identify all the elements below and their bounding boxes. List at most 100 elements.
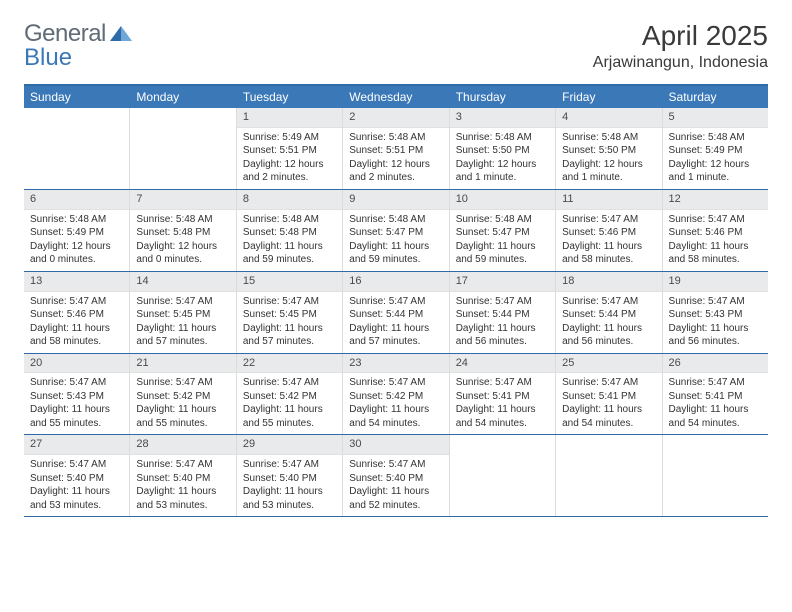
week-row: 1Sunrise: 5:49 AMSunset: 5:51 PMDaylight… bbox=[24, 108, 768, 190]
day-cell: 26Sunrise: 5:47 AMSunset: 5:41 PMDayligh… bbox=[663, 354, 768, 435]
day-body: Sunrise: 5:47 AMSunset: 5:46 PMDaylight:… bbox=[663, 210, 768, 271]
day-body: Sunrise: 5:47 AMSunset: 5:40 PMDaylight:… bbox=[237, 455, 342, 516]
sunrise-text: Sunrise: 5:47 AM bbox=[456, 295, 549, 309]
day-number: 12 bbox=[663, 190, 768, 210]
daylight-text: Daylight: 11 hours and 59 minutes. bbox=[456, 240, 549, 267]
day-body: Sunrise: 5:48 AMSunset: 5:49 PMDaylight:… bbox=[24, 210, 129, 271]
sunset-text: Sunset: 5:42 PM bbox=[136, 390, 229, 404]
sunset-text: Sunset: 5:47 PM bbox=[349, 226, 442, 240]
day-number: 19 bbox=[663, 272, 768, 292]
weekday-header: Sunday bbox=[24, 86, 130, 108]
day-number: 4 bbox=[556, 108, 661, 128]
location-label: Arjawinangun, Indonesia bbox=[593, 54, 768, 72]
day-cell: 16Sunrise: 5:47 AMSunset: 5:44 PMDayligh… bbox=[343, 272, 449, 353]
daylight-text: Daylight: 11 hours and 54 minutes. bbox=[456, 403, 549, 430]
sunrise-text: Sunrise: 5:48 AM bbox=[136, 213, 229, 227]
day-body: Sunrise: 5:47 AMSunset: 5:40 PMDaylight:… bbox=[343, 455, 448, 516]
page-header: General April 2025 Arjawinangun, Indones… bbox=[24, 20, 768, 72]
day-number: 11 bbox=[556, 190, 661, 210]
day-cell: 12Sunrise: 5:47 AMSunset: 5:46 PMDayligh… bbox=[663, 190, 768, 271]
daylight-text: Daylight: 11 hours and 55 minutes. bbox=[243, 403, 336, 430]
sunset-text: Sunset: 5:44 PM bbox=[562, 308, 655, 322]
day-cell: 11Sunrise: 5:47 AMSunset: 5:46 PMDayligh… bbox=[556, 190, 662, 271]
day-body: Sunrise: 5:47 AMSunset: 5:44 PMDaylight:… bbox=[450, 292, 555, 353]
day-cell bbox=[130, 108, 236, 189]
day-number: 5 bbox=[663, 108, 768, 128]
day-number: 16 bbox=[343, 272, 448, 292]
sunrise-text: Sunrise: 5:48 AM bbox=[456, 131, 549, 145]
month-title: April 2025 bbox=[593, 20, 768, 52]
day-number: 8 bbox=[237, 190, 342, 210]
sunrise-text: Sunrise: 5:48 AM bbox=[562, 131, 655, 145]
week-row: 27Sunrise: 5:47 AMSunset: 5:40 PMDayligh… bbox=[24, 435, 768, 517]
day-number: 7 bbox=[130, 190, 235, 210]
day-body: Sunrise: 5:48 AMSunset: 5:49 PMDaylight:… bbox=[663, 128, 768, 189]
day-body: Sunrise: 5:47 AMSunset: 5:41 PMDaylight:… bbox=[663, 373, 768, 434]
day-number: 21 bbox=[130, 354, 235, 374]
weekday-header: Tuesday bbox=[237, 86, 343, 108]
sunset-text: Sunset: 5:41 PM bbox=[562, 390, 655, 404]
sunrise-text: Sunrise: 5:47 AM bbox=[349, 458, 442, 472]
day-body: Sunrise: 5:47 AMSunset: 5:45 PMDaylight:… bbox=[130, 292, 235, 353]
day-number: 22 bbox=[237, 354, 342, 374]
sunset-text: Sunset: 5:41 PM bbox=[669, 390, 762, 404]
day-cell: 3Sunrise: 5:48 AMSunset: 5:50 PMDaylight… bbox=[450, 108, 556, 189]
calendar-page: General April 2025 Arjawinangun, Indones… bbox=[0, 0, 792, 537]
daylight-text: Daylight: 11 hours and 55 minutes. bbox=[30, 403, 123, 430]
sunrise-text: Sunrise: 5:47 AM bbox=[136, 376, 229, 390]
week-row: 13Sunrise: 5:47 AMSunset: 5:46 PMDayligh… bbox=[24, 272, 768, 354]
day-cell: 27Sunrise: 5:47 AMSunset: 5:40 PMDayligh… bbox=[24, 435, 130, 516]
day-body: Sunrise: 5:47 AMSunset: 5:40 PMDaylight:… bbox=[24, 455, 129, 516]
sunrise-text: Sunrise: 5:48 AM bbox=[349, 131, 442, 145]
logo-mark-icon bbox=[110, 20, 132, 48]
calendar-grid: Sunday Monday Tuesday Wednesday Thursday… bbox=[24, 84, 768, 517]
day-body: Sunrise: 5:47 AMSunset: 5:44 PMDaylight:… bbox=[556, 292, 661, 353]
day-cell: 6Sunrise: 5:48 AMSunset: 5:49 PMDaylight… bbox=[24, 190, 130, 271]
sunset-text: Sunset: 5:51 PM bbox=[243, 144, 336, 158]
sunset-text: Sunset: 5:45 PM bbox=[243, 308, 336, 322]
daylight-text: Daylight: 11 hours and 56 minutes. bbox=[456, 322, 549, 349]
daylight-text: Daylight: 11 hours and 57 minutes. bbox=[349, 322, 442, 349]
sunrise-text: Sunrise: 5:47 AM bbox=[136, 458, 229, 472]
day-number: 14 bbox=[130, 272, 235, 292]
sunset-text: Sunset: 5:49 PM bbox=[30, 226, 123, 240]
sunrise-text: Sunrise: 5:47 AM bbox=[456, 376, 549, 390]
day-cell: 2Sunrise: 5:48 AMSunset: 5:51 PMDaylight… bbox=[343, 108, 449, 189]
day-cell: 28Sunrise: 5:47 AMSunset: 5:40 PMDayligh… bbox=[130, 435, 236, 516]
day-cell: 25Sunrise: 5:47 AMSunset: 5:41 PMDayligh… bbox=[556, 354, 662, 435]
day-cell bbox=[663, 435, 768, 516]
week-row: 6Sunrise: 5:48 AMSunset: 5:49 PMDaylight… bbox=[24, 190, 768, 272]
day-body: Sunrise: 5:48 AMSunset: 5:50 PMDaylight:… bbox=[556, 128, 661, 189]
daylight-text: Daylight: 11 hours and 53 minutes. bbox=[243, 485, 336, 512]
week-row: 20Sunrise: 5:47 AMSunset: 5:43 PMDayligh… bbox=[24, 354, 768, 436]
sunset-text: Sunset: 5:48 PM bbox=[243, 226, 336, 240]
day-cell: 15Sunrise: 5:47 AMSunset: 5:45 PMDayligh… bbox=[237, 272, 343, 353]
daylight-text: Daylight: 12 hours and 1 minute. bbox=[669, 158, 762, 185]
weekday-header: Saturday bbox=[663, 86, 768, 108]
logo-text-2: Blue bbox=[24, 44, 72, 72]
sunrise-text: Sunrise: 5:48 AM bbox=[243, 213, 336, 227]
day-cell: 8 Sunrise: 5:48 AMSunset: 5:48 PMDaylight… bbox=[237, 190, 343, 271]
daylight-text: Daylight: 11 hours and 54 minutes. bbox=[562, 403, 655, 430]
sunrise-text: Sunrise: 5:48 AM bbox=[349, 213, 442, 227]
day-number: 27 bbox=[24, 435, 129, 455]
sunset-text: Sunset: 5:44 PM bbox=[349, 308, 442, 322]
sunrise-text: Sunrise: 5:47 AM bbox=[562, 213, 655, 227]
daylight-text: Daylight: 11 hours and 59 minutes. bbox=[243, 240, 336, 267]
sunrise-text: Sunrise: 5:48 AM bbox=[669, 131, 762, 145]
day-body: Sunrise: 5:47 AMSunset: 5:46 PMDaylight:… bbox=[556, 210, 661, 271]
day-cell: 24Sunrise: 5:47 AMSunset: 5:41 PMDayligh… bbox=[450, 354, 556, 435]
day-cell: 29Sunrise: 5:47 AMSunset: 5:40 PMDayligh… bbox=[237, 435, 343, 516]
day-body: Sunrise: 5:47 AMSunset: 5:40 PMDaylight:… bbox=[130, 455, 235, 516]
day-cell: 21Sunrise: 5:47 AMSunset: 5:42 PMDayligh… bbox=[130, 354, 236, 435]
sunrise-text: Sunrise: 5:47 AM bbox=[30, 458, 123, 472]
day-number: 18 bbox=[556, 272, 661, 292]
sunset-text: Sunset: 5:40 PM bbox=[136, 472, 229, 486]
sunset-text: Sunset: 5:41 PM bbox=[456, 390, 549, 404]
daylight-text: Daylight: 12 hours and 1 minute. bbox=[456, 158, 549, 185]
day-cell bbox=[450, 435, 556, 516]
day-body: Sunrise: 5:47 AMSunset: 5:42 PMDaylight:… bbox=[343, 373, 448, 434]
sunrise-text: Sunrise: 5:47 AM bbox=[243, 295, 336, 309]
sunset-text: Sunset: 5:49 PM bbox=[669, 144, 762, 158]
day-cell: 7Sunrise: 5:48 AMSunset: 5:48 PMDaylight… bbox=[130, 190, 236, 271]
